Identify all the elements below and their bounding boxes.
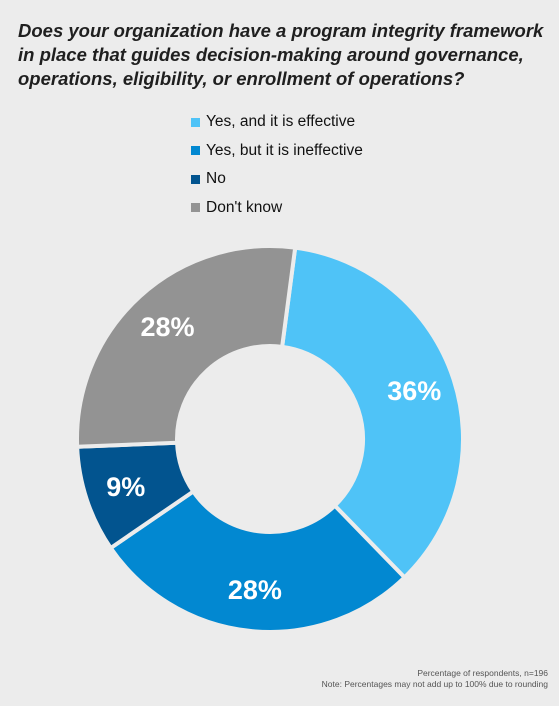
donut-slice-3 xyxy=(75,244,298,449)
slice-data-label: 9% xyxy=(106,472,145,502)
legend-label: No xyxy=(206,170,226,188)
legend-item-yes-effective: Yes, and it is effective xyxy=(191,108,363,137)
legend-item-yes-ineffective: Yes, but it is ineffective xyxy=(191,137,363,166)
slice-data-label: 28% xyxy=(140,312,194,342)
legend-item-no: No xyxy=(191,165,363,194)
legend-label: Yes, and it is effective xyxy=(206,113,356,131)
slice-data-label: 36% xyxy=(387,376,441,406)
legend-label: Don't know xyxy=(206,198,283,216)
slice-data-label: 28% xyxy=(228,575,282,605)
legend-swatch xyxy=(191,146,200,156)
legend-swatch xyxy=(191,174,200,184)
donut-slice-0 xyxy=(279,245,465,581)
legend-swatch xyxy=(191,203,200,213)
donut-slice-1 xyxy=(107,488,408,634)
footnote-sample-size: Percentage of respondents, n=196 xyxy=(417,668,548,678)
footnote: Percentage of respondents, n=196 Note: P… xyxy=(322,668,548,689)
legend-swatch xyxy=(191,117,200,127)
legend-item-dont-know: Don't know xyxy=(191,194,363,223)
chart-title: Does your organization have a program in… xyxy=(18,20,544,89)
footnote-rounding-note: Note: Percentages may not add up to 100%… xyxy=(321,678,548,689)
legend-label: Yes, but it is ineffective xyxy=(206,141,363,159)
chart-legend: Yes, and it is effective Yes, but it is … xyxy=(191,108,363,222)
